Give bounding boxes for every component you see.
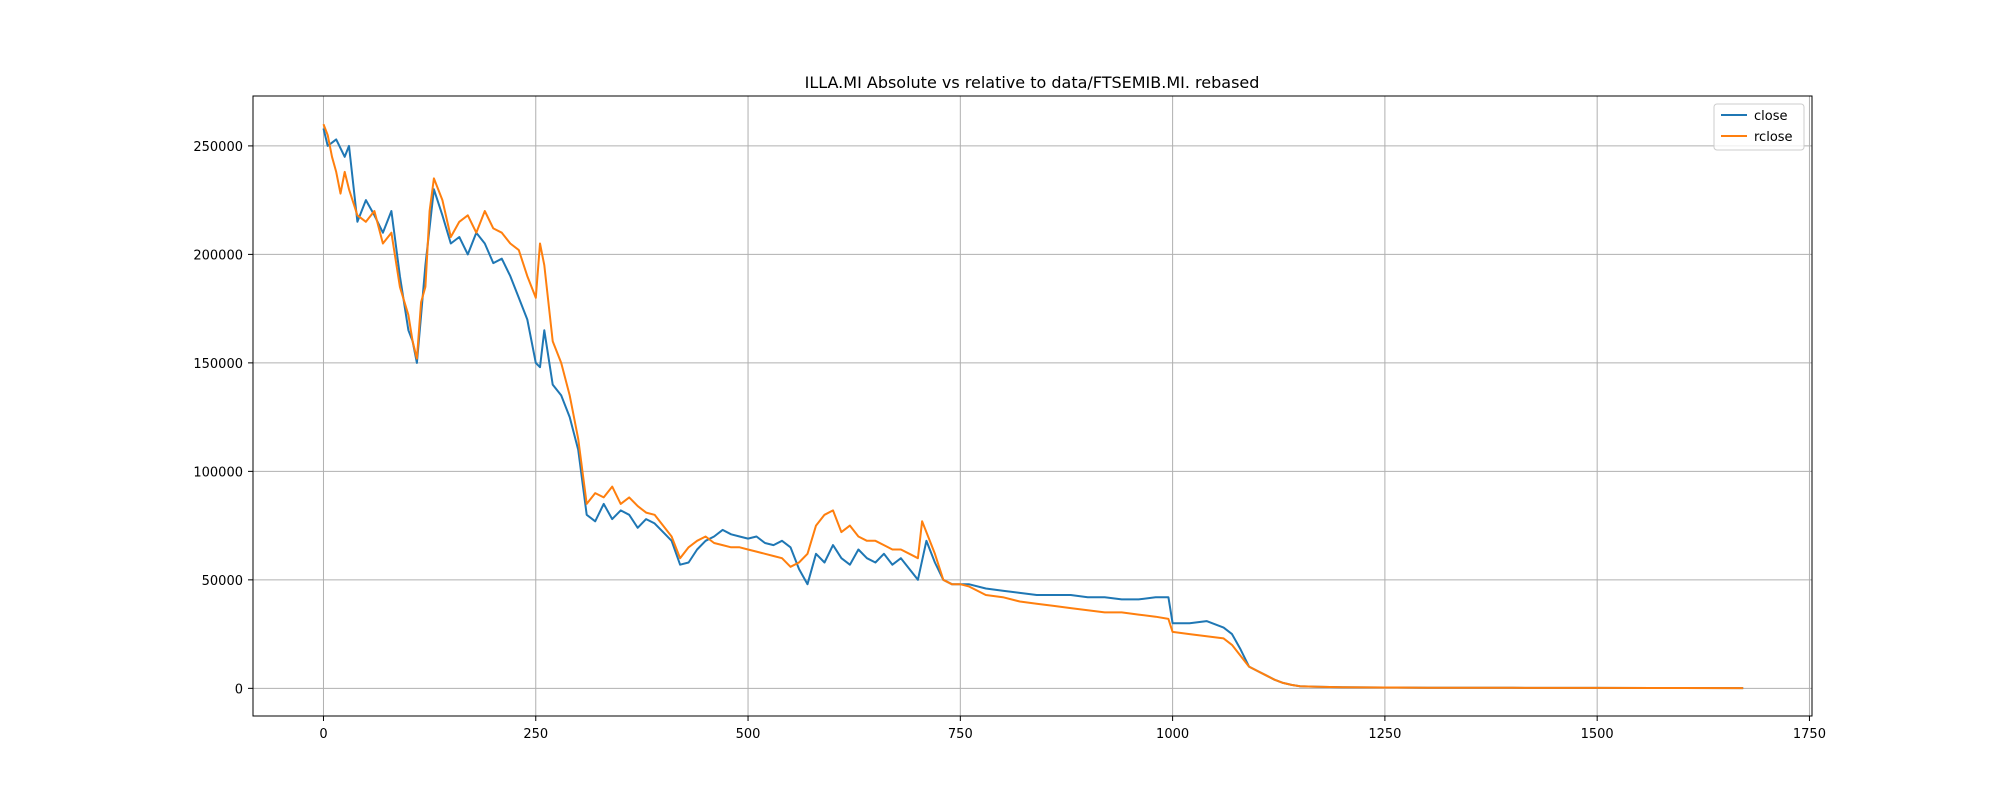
y-tick-label: 150000 <box>193 357 243 372</box>
y-tick-label: 250000 <box>193 140 243 155</box>
series-line-rclose <box>322 123 1744 690</box>
x-tick-label: 250 <box>523 727 548 742</box>
series-line-close <box>322 128 1744 690</box>
x-tick-label: 1500 <box>1581 727 1614 742</box>
x-tick-label: 1750 <box>1793 727 1826 742</box>
y-axis: 0 50000 100000 150000 200000 250000 <box>193 140 253 697</box>
x-tick-label: 500 <box>736 727 761 742</box>
grid <box>253 96 1812 716</box>
legend: close rclose <box>1713 103 1805 151</box>
x-tick-label: 1250 <box>1368 727 1401 742</box>
legend-label-close: close <box>1754 109 1787 124</box>
y-tick-label: 50000 <box>202 574 243 589</box>
x-axis: 0 250 500 750 1000 1250 1500 1750 <box>319 716 1826 742</box>
legend-label-rclose: rclose <box>1754 130 1793 145</box>
x-tick-label: 0 <box>319 727 327 742</box>
x-tick-label: 1000 <box>1156 727 1189 742</box>
y-tick-label: 100000 <box>193 465 243 480</box>
series-layer <box>322 123 1744 690</box>
chart-title: ILLA.MI Absolute vs relative to data/FTS… <box>805 73 1260 92</box>
y-tick-label: 0 <box>235 682 243 697</box>
x-tick-label: 750 <box>948 727 973 742</box>
y-tick-label: 200000 <box>193 248 243 263</box>
axes-frame <box>252 95 1813 717</box>
